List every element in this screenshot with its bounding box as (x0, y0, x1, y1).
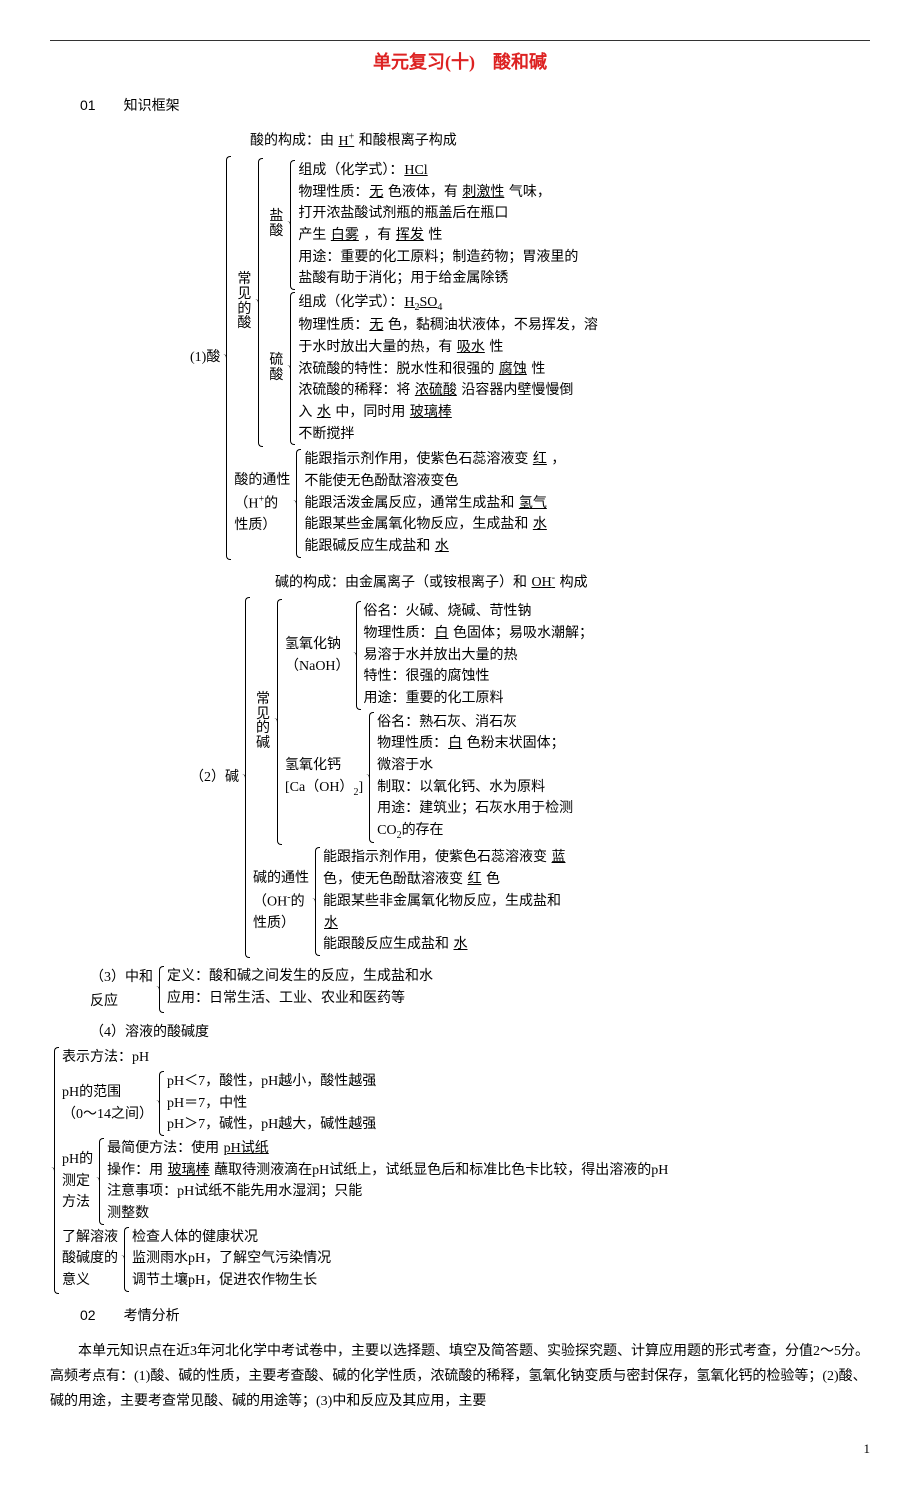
acid-common-label: 酸的通性（H+的性质） (234, 449, 292, 557)
base-label: （2）碱 (190, 597, 241, 958)
base-composition: 碱的构成：由金属离子（或铵根离子）和 OH- 构成 (275, 570, 870, 595)
section-01-heading: 01 知识框架 (80, 94, 870, 119)
caoh2-label: 氢氧化钙[Ca（OH）2] (285, 712, 365, 844)
common-acids-label: 常见的酸 (234, 158, 254, 448)
ph-range-content: pH＜7，酸性，pH越小，酸性越强 pH＝7，中性 pH＞7，碱性，pH越大，碱… (167, 1071, 870, 1136)
ph-measure-label: pH的测定方法 (62, 1138, 95, 1225)
ph-measure-content: 最简便方法：使用 pH试纸 操作：用 玻璃棒 蘸取待测液滴在pH试纸上，试纸显色… (107, 1138, 870, 1225)
h2so4-content: 组成（化学式）：H2SO4 物理性质：无 色，黏稠油状液体，不易挥发，溶 于水时… (298, 292, 870, 445)
acid-composition: 酸的构成：由 H+ 和酸根离子构成 (250, 128, 870, 153)
naoh-content: 俗名：火碱、烧碱、苛性钠 物理性质：白 色固体；易吸水潮解； 易溶于水并放出大量… (364, 601, 870, 709)
acid-common-content: 能跟指示剂作用，使紫色石蕊溶液变 红 ， 不能使无色酚酞溶液变色 能跟活泼金属反… (304, 449, 870, 557)
ph-meaning-content: 检查人体的健康状况 监测雨水pH，了解空气污染情况 调节土壤pH，促进农作物生长 (132, 1227, 870, 1292)
page-number: 1 (50, 1438, 870, 1460)
acid-block: (1)酸 常见的酸 盐酸 组成（化学式）：HCl 物理性质：无 色液体，有 刺激… (190, 156, 870, 560)
ph-range-label: pH的范围（0～14之间） (62, 1071, 155, 1136)
hcl-content: 组成（化学式）：HCl 物理性质：无 色液体，有 刺激性 气味， 打开浓盐酸试剂… (298, 160, 870, 290)
neutral-label: （3）中和反应 (90, 966, 155, 1014)
caoh2-content: 俗名：熟石灰、消石灰 物理性质：白 色粉末状固体； 微溶于水 制取：以氧化钙、水… (377, 712, 870, 844)
ph-head: （4）溶液的酸碱度 (90, 1021, 870, 1045)
ph-block: 表示方法：pH pH的范围（0～14之间） pH＜7，酸性，pH越小，酸性越强 … (50, 1047, 870, 1294)
h2so4-label: 硫酸 (266, 292, 286, 445)
acid-label: (1)酸 (190, 156, 222, 560)
hcl-label: 盐酸 (266, 160, 286, 290)
common-bases-label: 常见的碱 (253, 599, 273, 845)
ph-meaning-label: 了解溶液酸碱度的意义 (62, 1227, 120, 1292)
ph-method-label: 表示方法：pH (62, 1047, 870, 1069)
base-common-content: 能跟指示剂作用，使紫色石蕊溶液变 蓝 色，使无色酚酞溶液变 红 色 能跟某些非金… (323, 847, 870, 955)
neutral-block: （3）中和反应 定义：酸和碱之间发生的反应，生成盐和水 应用：日常生活、工业、农… (90, 966, 870, 1014)
page-title: 单元复习(十) 酸和碱 (50, 47, 870, 78)
naoh-label: 氢氧化钠（NaOH） (285, 601, 352, 709)
base-block: （2）碱 常见的碱 氢氧化钠（NaOH） 俗名：火碱、烧碱、苛性钠 物理性质：白… (190, 597, 870, 958)
section-02-heading: 02 考情分析 (80, 1304, 870, 1329)
base-common-label: 碱的通性（OH-的性质） (253, 847, 311, 955)
analysis-paragraph: 本单元知识点在近3年河北化学中考试卷中，主要以选择题、填空及简答题、实验探究题、… (50, 1339, 870, 1415)
